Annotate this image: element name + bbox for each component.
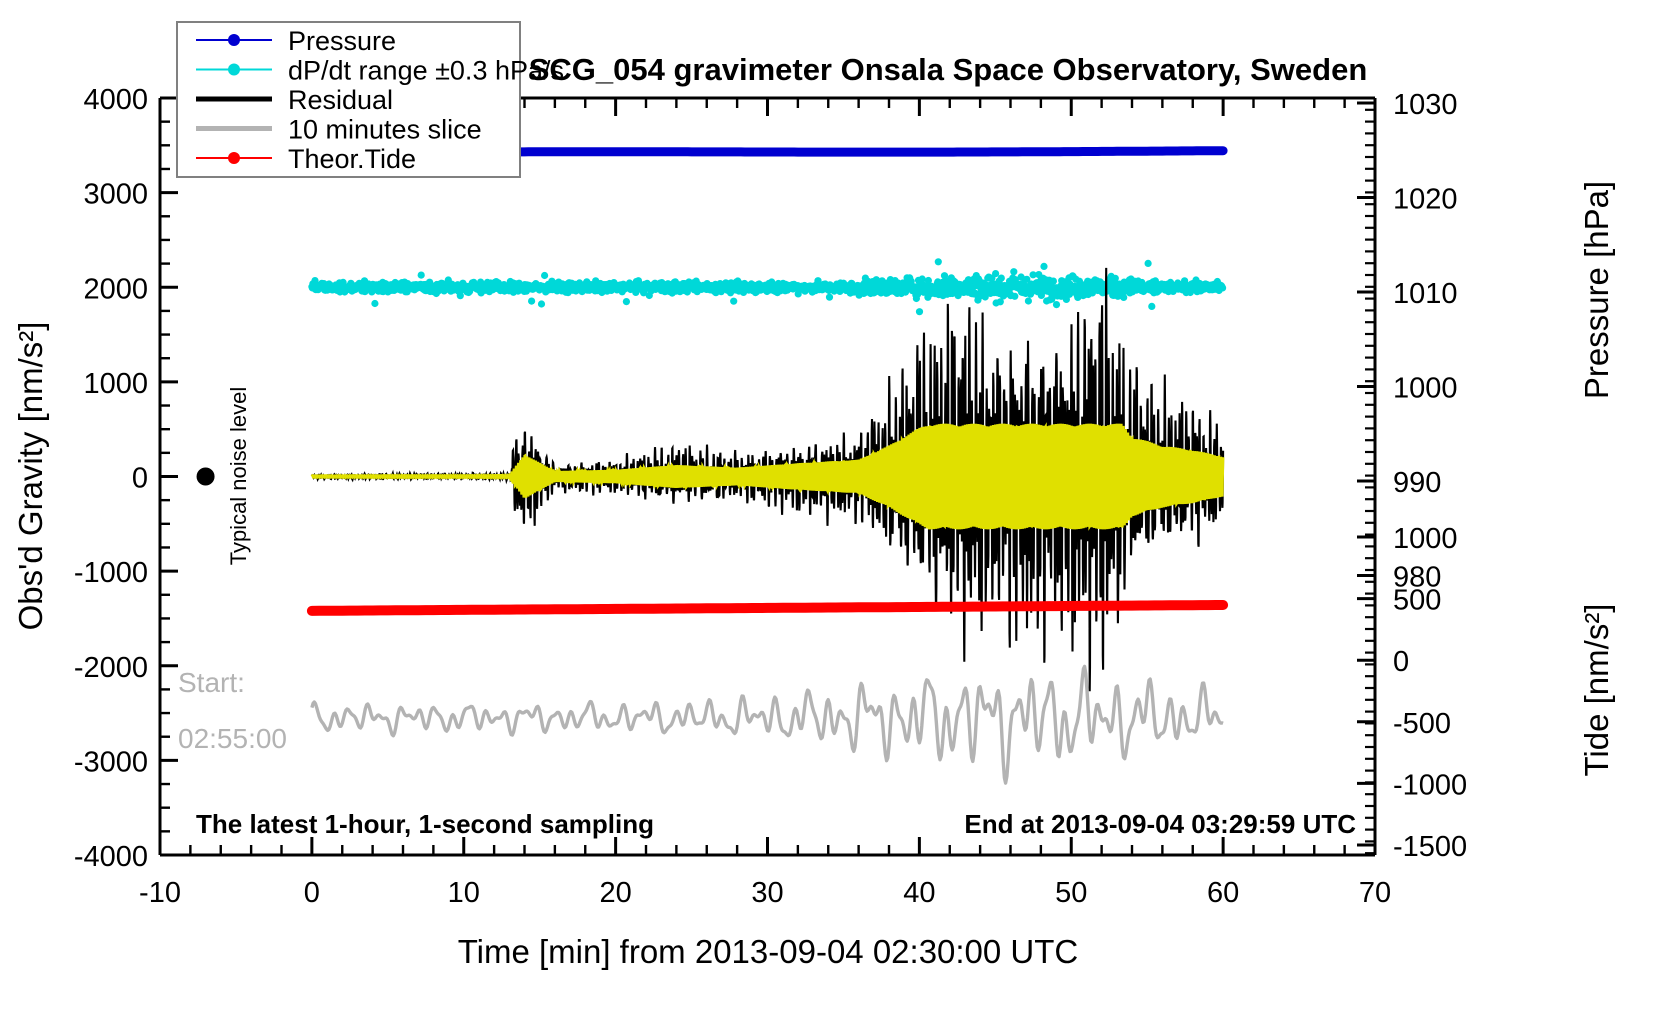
y-left-axis: 4000 3000 2000 1000 0 -1000 -2000 -3000 -4000 Ob…	[12, 84, 178, 873]
legend-item[interactable]: Theor.Tide	[196, 144, 416, 174]
data-traces	[196, 146, 1229, 785]
x-tick-label: -10	[139, 877, 181, 909]
y-left-tick-label: -3000	[74, 746, 148, 778]
y-left-tick-label: -2000	[74, 652, 148, 684]
y-right-bottom-tick-label: -1000	[1393, 769, 1467, 801]
legend-marker	[228, 63, 240, 76]
y-left-tick-label: 4000	[83, 84, 148, 116]
y-left-minor-ticks	[160, 120, 170, 833]
legend-label: Residual	[288, 85, 393, 115]
y-left-tick-label: 3000	[83, 179, 148, 211]
x-tick-label: 20	[599, 877, 631, 909]
y-right-axis: 1030 1020 1010 1000 990 980 1000 500 0 -500 -1000…	[1357, 89, 1615, 863]
y-right-bottom-tick-label: 1000	[1393, 523, 1458, 555]
start-label-line1: Start:	[178, 667, 245, 698]
y-right-minor-ticks	[1365, 96, 1375, 855]
y-right-top-axis-title: Pressure [hPa]	[1578, 181, 1615, 399]
y-left-major-ticks	[160, 96, 178, 857]
x-tick-label: 40	[903, 877, 935, 909]
y-right-top-tick-label: 1020	[1393, 184, 1458, 216]
y-right-bottom-axis-title: Tide [nm/s²]	[1578, 604, 1615, 777]
x-tick-label: 0	[304, 877, 320, 909]
end-time-annotation: End at 2013-09-04 03:29:59 UTC	[964, 809, 1356, 839]
legend-item[interactable]: dP/dt range ±0.3 hPa/s	[196, 56, 564, 86]
y-left-tick-labels: 4000 3000 2000 1000 0 -1000 -2000 -3000 -4000	[74, 84, 148, 873]
x-tick-label: 70	[1359, 877, 1391, 909]
y-left-tick-label: -4000	[74, 841, 148, 873]
y-left-tick-label: -1000	[74, 557, 148, 589]
legend-label: dP/dt range ±0.3 hPa/s	[288, 56, 564, 86]
x-tick-label: 50	[1055, 877, 1087, 909]
legend-marker	[228, 152, 240, 164]
y-right-top-tick-label: 990	[1393, 467, 1441, 499]
y-right-top-tick-label: 980	[1393, 562, 1441, 594]
y-right-bottom-tick-label: 0	[1393, 646, 1409, 678]
x-tick-label: 30	[751, 877, 783, 909]
legend-label: Theor.Tide	[288, 144, 416, 174]
y-right-bottom-tick-labels: 1000 500 0 -500 -1000 -1500	[1393, 523, 1467, 863]
legend-item[interactable]: Pressure	[196, 26, 396, 56]
y-right-bottom-tick-label: -500	[1393, 708, 1451, 740]
theoretical-tide-trace	[306, 600, 1229, 616]
x-tick-label: 10	[448, 877, 480, 909]
legend-item[interactable]: Residual	[196, 85, 393, 115]
legend-marker	[228, 34, 240, 46]
x-tick-label: 60	[1207, 877, 1239, 909]
x-axis: -10 0 10 20 30 40 50 60 70 Time [min] from 2013-…	[139, 98, 1391, 970]
legend-label: Pressure	[288, 26, 396, 56]
typical-noise-level-dot	[196, 467, 215, 486]
legend-item[interactable]: 10 minutes slice	[196, 115, 482, 145]
y-right-top-tick-labels: 1030 1020 1010 1000 990 980	[1393, 89, 1458, 594]
y-right-top-major-ticks	[1357, 101, 1375, 577]
start-label-line2: 02:55:00	[178, 723, 287, 754]
y-left-axis-title: Obs'd Gravity [nm/s²]	[12, 322, 49, 631]
x-axis-title: Time [min] from 2013-09-04 02:30:00 UTC	[458, 933, 1079, 970]
y-left-tick-label: 1000	[83, 368, 148, 400]
y-left-tick-label: 0	[132, 463, 148, 495]
y-right-top-tick-label: 1000	[1393, 373, 1458, 405]
ten-minute-slice-trace	[310, 664, 1224, 785]
y-right-top-tick-label: 1030	[1393, 89, 1458, 121]
y-left-tick-label: 2000	[83, 273, 148, 305]
y-right-bottom-tick-label: -1500	[1393, 831, 1467, 863]
x-tick-labels: -10 0 10 20 30 40 50 60 70	[139, 877, 1391, 909]
sampling-annotation: The latest 1-hour, 1-second sampling	[196, 809, 654, 839]
typical-noise-level-label: Typical noise level	[226, 387, 251, 566]
chart-title: SCG_054 gravimeter Onsala Space Observat…	[529, 52, 1368, 87]
legend-label: 10 minutes slice	[288, 115, 482, 145]
slice-overlay-trace	[310, 422, 1225, 531]
y-right-bottom-tick-label: 500	[1393, 585, 1441, 617]
dpdt-scatter-trace	[308, 258, 1227, 316]
y-right-top-tick-label: 1010	[1393, 278, 1458, 310]
